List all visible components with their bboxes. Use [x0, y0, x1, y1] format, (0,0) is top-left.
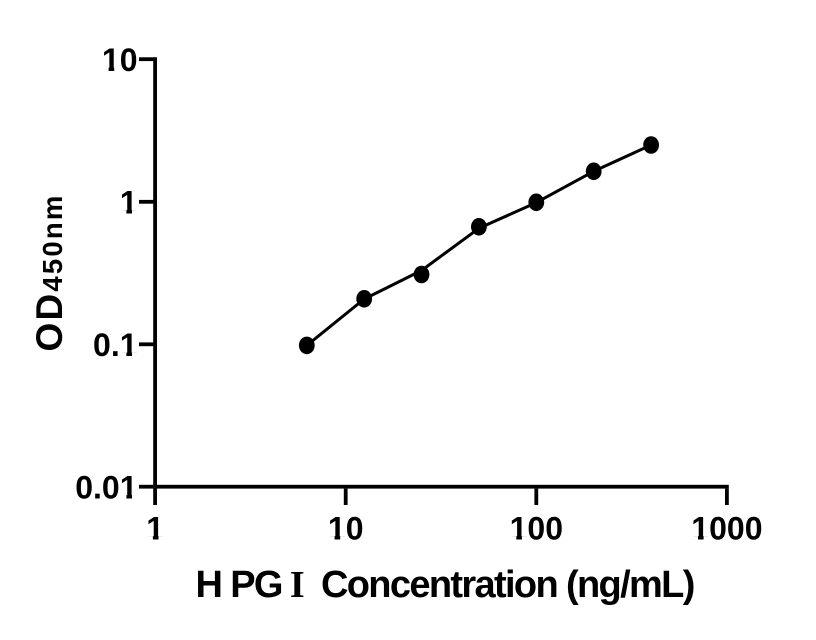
svg-text:100: 100: [510, 511, 563, 547]
svg-text:1: 1: [146, 511, 164, 547]
svg-text:0.01: 0.01: [75, 469, 137, 505]
svg-text:10: 10: [102, 42, 138, 78]
svg-text:0.1: 0.1: [93, 327, 137, 363]
svg-text:10: 10: [328, 511, 364, 547]
svg-text:OD450nm: OD450nm: [29, 193, 70, 351]
svg-text:1000: 1000: [691, 511, 762, 547]
svg-text:1: 1: [120, 185, 138, 221]
